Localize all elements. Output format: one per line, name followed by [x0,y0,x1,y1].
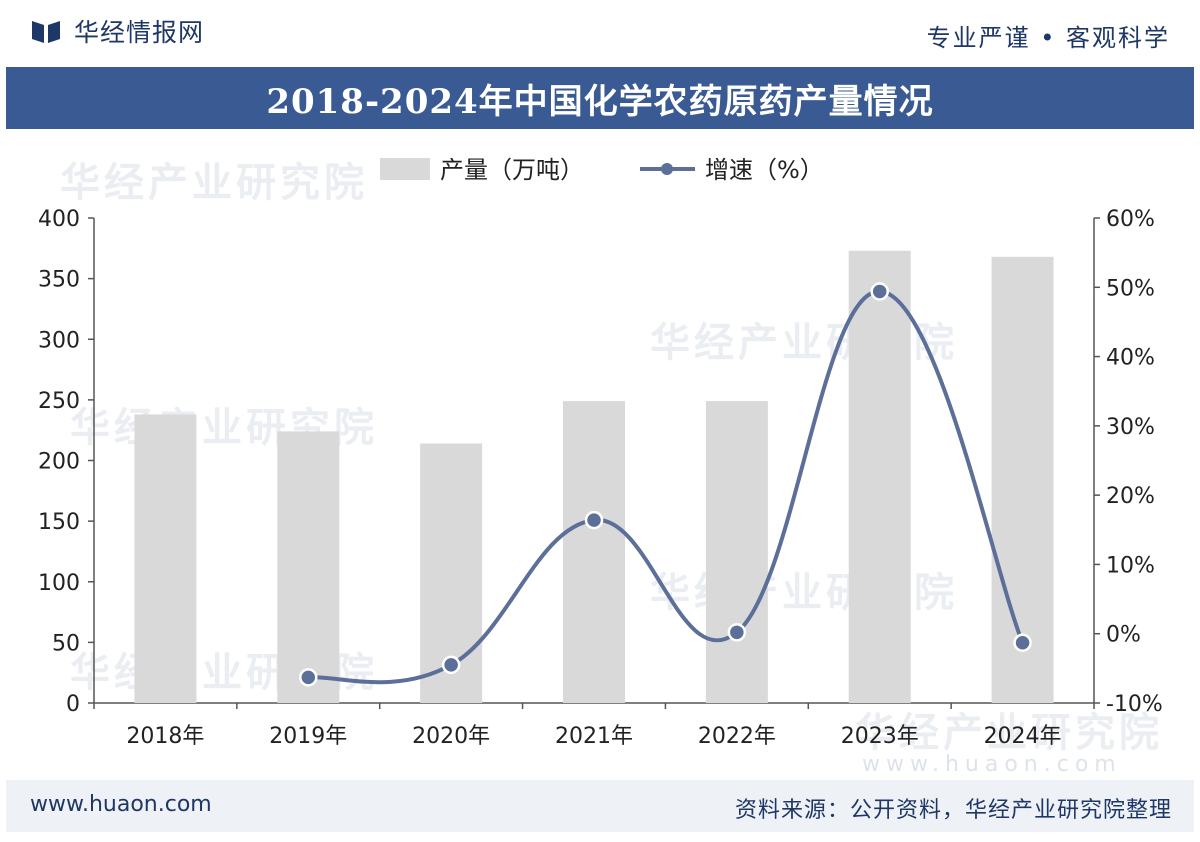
top-bar: 华经情报网 专业严谨 • 客观科学 [0,0,1200,62]
slogan: 专业严谨 • 客观科学 [926,24,1170,52]
brand-logo-icon [32,21,60,43]
growth-point-2023年 [870,282,889,301]
x-tick-label: 2023年 [841,724,919,749]
y-left-tick-label: 0 [66,692,80,717]
watermark-url: www.huaon.com [862,752,1122,777]
growth-point-2021年 [584,510,604,530]
y-left-tick-label: 200 [38,450,80,475]
footer-source: 资料来源：公开资料，华经产业研究院整理 [734,798,1172,823]
legend-line-marker [661,163,673,175]
growth-point-2020年 [441,655,461,675]
legend-line-label: 增速（%） [705,156,824,184]
growth-line [308,289,1025,685]
bar-2023年 [848,250,911,704]
x-tick-label: 2024年 [984,724,1062,749]
bar-2019年 [277,431,340,703]
x-tick-label: 2018年 [126,724,204,749]
bar-2018年 [134,414,197,703]
growth-point-2019年 [299,668,318,687]
y-right-tick-label: 50% [1106,276,1155,301]
footer: www.huaon.com 资料来源：公开资料，华经产业研究院整理 [6,780,1194,832]
x-tick-label: 2020年 [412,724,490,749]
y-left-tick-label: 400 [38,207,80,232]
growth-point-2022年 [727,623,747,642]
chart-title: 2018-2024年中国化学农药原药产量情况 [266,81,934,122]
x-tick-label: 2022年 [698,724,776,749]
y-right-tick-label: 40% [1106,346,1155,371]
bar-2021年 [563,401,625,703]
footer-url[interactable]: www.huaon.com [30,792,212,817]
y-right-tick-label: 0% [1106,623,1141,648]
y-left-tick-label: 150 [38,510,80,535]
y-right-tick-label: 30% [1106,415,1155,440]
y-right-tick-label: -10% [1106,692,1163,717]
y-left-tick-label: 100 [38,571,80,596]
legend-bar-swatch [380,158,430,180]
x-tick-label: 2021年 [555,724,633,749]
title-band: 2018-2024年中国化学农药原药产量情况 [6,67,1194,129]
y-right-tick-label: 20% [1106,484,1155,509]
y-left-tick-label: 300 [38,328,80,353]
bar-2022年 [705,401,768,703]
y-left-tick-label: 250 [38,389,80,414]
y-left-tick-label: 350 [38,268,80,293]
legend-bar-label: 产量（万吨） [440,156,584,184]
brand[interactable]: 华经情报网 [32,14,204,48]
brand-name: 华经情报网 [74,18,205,47]
y-right-tick-label: 10% [1106,553,1155,578]
x-tick-label: 2019年 [269,724,347,749]
growth-point-2024年 [1013,633,1032,652]
bar-2024年 [991,256,1054,703]
y-left-tick-label: 50 [52,631,80,656]
y-right-tick-label: 60% [1106,207,1155,232]
